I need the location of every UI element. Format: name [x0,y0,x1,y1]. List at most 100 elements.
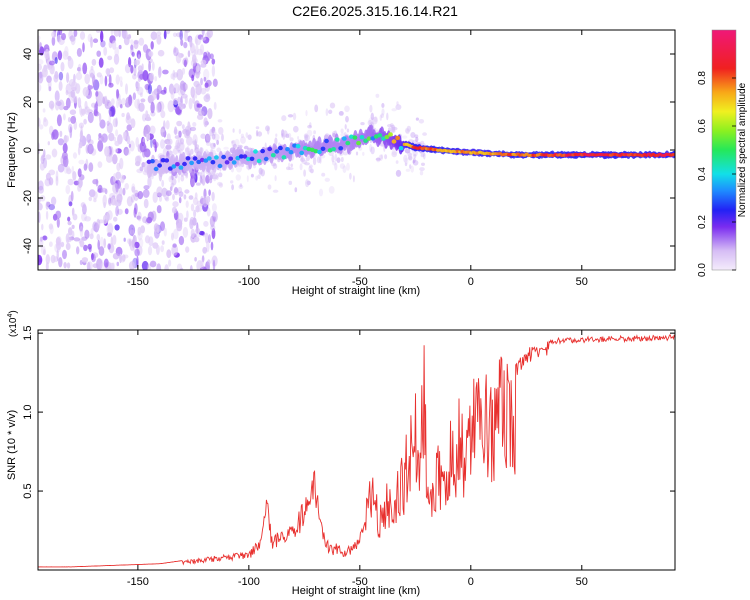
spectrogram-haze-cell [168,150,173,156]
spectrogram-noise-cell [150,101,155,114]
spectrogram-ridge-cell [395,135,400,141]
spectrogram-haze-cell [389,129,396,134]
spectrogram-noise-cell [68,79,76,87]
spectrogram-y-tick-label: 0 [22,147,34,153]
spectrogram-haze-cell [217,119,223,123]
spectrogram-noise-cell [79,228,83,233]
spectrogram-noise-cell [106,154,113,163]
colorbar-tick-label: 0.4 [697,167,708,181]
spectrogram-noise-cell [204,82,209,88]
spectrogram-noise-cell [82,42,85,53]
spectrogram-noise-cell [181,93,188,99]
spectrogram-noise-cell [182,226,189,238]
spectrogram-noise-cell [62,143,68,153]
spectrogram-noise-cell [128,143,132,148]
spectrogram-haze-cell [352,175,355,183]
spectrogram-noise-cell [107,232,112,238]
spectrogram-haze-cell [290,163,293,168]
spectrogram-noise-cell [186,145,190,158]
spectrogram-noise-cell [65,233,70,244]
spectrogram-noise-cell [204,232,209,244]
spectrogram-noise-cell [45,172,51,181]
spectrogram-haze-cell [158,195,163,202]
spectrogram-noise-cell [166,30,171,35]
spectrogram-ridge-cell [182,161,187,167]
spectrogram-noise-cell [79,240,85,248]
spectrogram-noise-cell [38,59,44,65]
spectrogram-haze-cell [170,182,175,188]
spectrogram-x-ticks: -150 -100 -50 0 50 [127,30,588,288]
spectrogram-noise-cell [46,201,51,208]
spectrogram-noise-cell [128,261,135,270]
spectrogram-noise-cell [124,208,129,215]
spectrogram-noise-cell [128,34,131,39]
spectrogram-haze-cell [195,144,200,149]
spectrogram-noise-cell [104,95,108,108]
spectrogram-haze-cell [216,147,222,153]
spectrogram-noise-cell [38,254,43,266]
spectrogram-noise-cell [137,65,143,73]
spectrogram-noise-cell [197,103,203,108]
spectrogram-noise-cell [84,73,90,85]
spectrogram-ridge-cell [370,136,376,141]
spectrogram-noise-cell [77,63,82,74]
spectrogram-noise-cell [150,31,158,40]
spectrogram-noise-cell [89,233,94,240]
spectrogram-noise-cell [135,161,141,167]
spectrogram-haze-cell [340,128,344,134]
spectrogram-noise-cell [48,100,55,110]
spectrogram-noise-cell [130,118,136,129]
spectrogram-haze-cell [240,136,246,144]
spectrogram-noise-cell [143,198,149,209]
colorbar-label: Normalized spectral amplitude [737,82,748,217]
spectrogram-noise-cell [78,141,83,149]
spectrogram-noise-cell [42,108,46,113]
spectrogram-noise-cell [154,142,157,153]
spectrogram-noise-cell [51,148,58,158]
spectrogram-noise-cell [69,35,76,42]
spectrogram-haze-cell [384,154,388,160]
snr-panel: -150 -100 -50 0 50 0.5 1.0 1.5 Height of strai… [6,310,676,597]
spectrogram-noise-cell [79,31,86,40]
spectrogram-noise-cell [147,176,152,188]
spectrogram-noise-cell [128,57,132,68]
spectrogram-ridge-cell [153,166,159,172]
spectrogram-haze-cell [319,156,322,164]
spectrogram-noise-cell [108,261,111,270]
spectrogram-haze-cell [200,133,206,139]
spectrogram-haze-cell [173,186,179,194]
spectrogram-haze-cell [168,153,171,158]
spectrogram-noise-cell [200,77,203,86]
spectrogram-ridge-cell [206,156,212,161]
spectrogram-noise-cell [72,152,78,159]
spectrogram-noise-cell [73,30,78,37]
spectrogram-noise-cell [57,138,64,146]
spectrogram-noise-cell [67,57,74,69]
spectrogram-haze-cell [321,172,326,177]
spectrogram-noise-cell [175,52,182,64]
spectrogram-noise-cell [212,78,218,88]
spectrogram-haze-cell [396,101,399,106]
spectrogram-noise-cell [48,86,52,92]
spectrogram-noise-cell [147,245,153,256]
spectrogram-noise-cell [170,87,174,95]
spectrogram-haze-cell [197,171,202,176]
spectrogram-haze-cell [181,124,185,130]
spectrogram-noise-cell [115,129,119,137]
spectrogram-haze-cell [419,170,424,176]
spectrogram-noise-cell [39,236,44,248]
spectrogram-haze-cell [332,133,336,138]
spectrogram-noise-cell [128,94,133,106]
spectrogram-noise-cell [179,80,186,91]
spectrogram-noise-cell [205,141,212,146]
spectrogram-haze-cell [420,153,425,158]
spectrogram-noise-cell [96,50,101,57]
spectrogram-noise-cell [67,117,71,123]
spectrogram-haze-cell [243,145,249,150]
spectrogram-noise-cell [86,109,93,114]
spectrogram-noise-cell [123,146,129,156]
spectrogram-ridge-cell [352,135,358,140]
spectrogram-noise-cell [189,39,193,48]
spectrogram-noise-cell [54,90,60,102]
snr-x-label: Height of straight line (km) [292,585,420,597]
